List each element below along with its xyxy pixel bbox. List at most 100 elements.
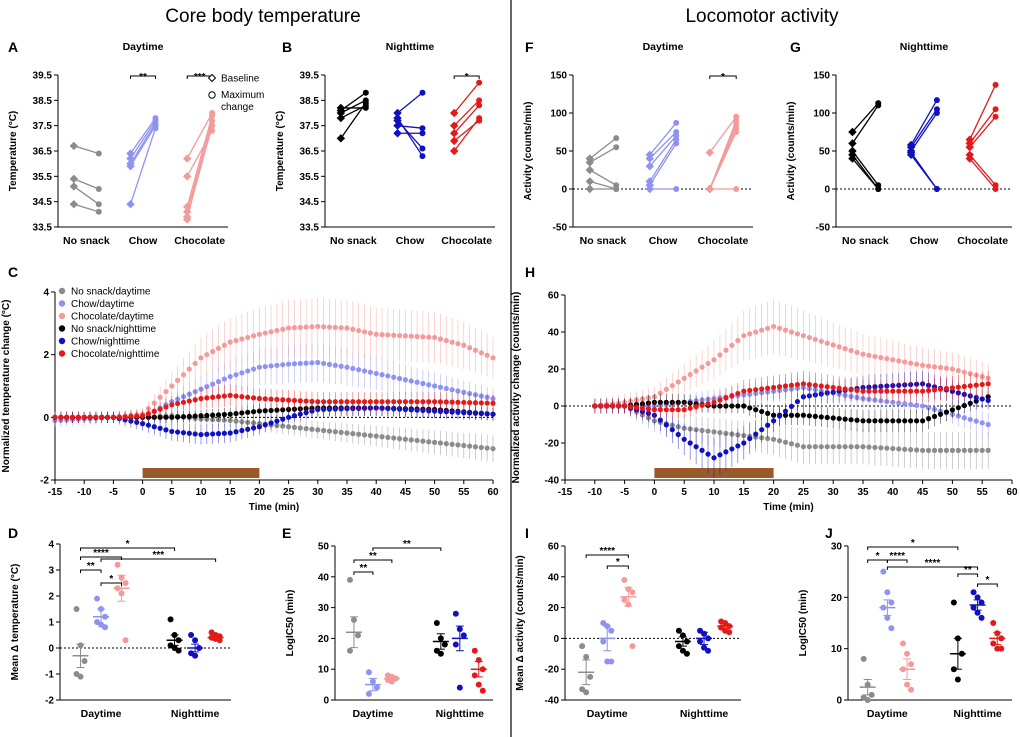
legend-label-C: Chocolate/nighttime xyxy=(71,349,160,360)
data-point xyxy=(157,414,163,420)
data-point xyxy=(286,414,292,420)
baseline-point xyxy=(585,177,595,186)
y-tick-label-D: -1 xyxy=(45,670,54,681)
data-point xyxy=(233,393,239,399)
y-tick-label-B: 36.5 xyxy=(300,147,320,158)
data-point xyxy=(902,446,908,452)
data-point xyxy=(443,337,449,344)
group-I xyxy=(674,627,691,657)
group-D xyxy=(166,616,183,654)
sig-label-A: ** xyxy=(139,72,147,83)
data-point xyxy=(717,397,723,403)
group-E xyxy=(451,610,468,691)
data-point xyxy=(788,403,795,409)
x-tick-label-H: 40 xyxy=(887,487,899,498)
data-point xyxy=(818,414,824,420)
data-point xyxy=(274,418,280,424)
group-J xyxy=(989,620,1006,652)
data-point xyxy=(373,433,379,439)
data-point xyxy=(842,416,848,422)
y-axis-label-D: Mean Δ temperature (°C) xyxy=(10,564,21,681)
x-category-label-E: Daytime xyxy=(352,708,393,720)
data-point xyxy=(192,397,198,403)
data-point xyxy=(291,325,298,331)
sig-label-D: * xyxy=(109,574,113,585)
x-tick-label-H: 60 xyxy=(1006,487,1018,498)
data-point xyxy=(221,430,227,436)
y-tick-label-E: 40 xyxy=(318,572,330,583)
data-point xyxy=(52,414,58,420)
data-point xyxy=(350,399,356,405)
data-point xyxy=(683,650,690,657)
max-change-point xyxy=(875,186,882,192)
series-group-F xyxy=(645,119,680,194)
sig-label-J: * xyxy=(911,538,915,549)
data-point xyxy=(204,384,210,390)
series-group-B xyxy=(393,89,426,160)
data-point xyxy=(122,637,129,644)
max-change-point xyxy=(673,140,680,147)
data-point xyxy=(402,377,408,383)
baseline-point xyxy=(449,108,459,118)
data-point xyxy=(291,361,298,367)
data-point xyxy=(675,627,682,634)
data-point xyxy=(824,340,830,346)
data-point xyxy=(479,687,486,694)
y-tick-label-A: 35.5 xyxy=(33,172,53,183)
data-point xyxy=(884,614,891,621)
max-change-point xyxy=(95,201,102,208)
data-point xyxy=(186,366,192,372)
data-point xyxy=(729,446,735,452)
data-point xyxy=(478,410,484,417)
data-point xyxy=(669,383,675,389)
data-point xyxy=(420,399,426,405)
x-tick-label-H: 15 xyxy=(738,487,750,498)
data-point xyxy=(776,438,783,444)
data-point xyxy=(490,400,496,406)
pair-line xyxy=(969,84,997,140)
pair-line xyxy=(129,120,157,159)
pair-line xyxy=(453,82,480,114)
data-point xyxy=(256,408,262,414)
data-point xyxy=(888,625,895,632)
data-point xyxy=(860,655,867,662)
data-point xyxy=(776,325,783,331)
y-tick-label-H: 60 xyxy=(548,291,560,302)
data-point xyxy=(69,414,76,420)
data-point xyxy=(657,390,663,396)
x-tick-label-H: 30 xyxy=(828,487,840,498)
y-tick-label-A: 33.5 xyxy=(33,223,53,234)
data-point xyxy=(367,399,373,405)
sig-bracket-I xyxy=(585,554,629,558)
y-tick-label-D: 3 xyxy=(48,566,54,577)
data-point xyxy=(221,393,227,399)
data-point xyxy=(452,610,459,617)
data-point xyxy=(145,410,152,417)
panel-letter-H: H xyxy=(525,264,535,280)
y-axis-label-F: Activity (counts/min) xyxy=(523,102,534,201)
pair-line xyxy=(851,158,879,190)
data-point xyxy=(587,673,594,680)
data-point xyxy=(461,342,467,348)
data-point xyxy=(291,424,298,430)
panel-letter-D: D xyxy=(8,525,18,541)
pair-line xyxy=(910,112,938,152)
data-point xyxy=(432,399,438,405)
x-tick-label-C: 55 xyxy=(458,487,470,498)
sig-bracket-D xyxy=(100,558,217,562)
data-point xyxy=(104,414,111,420)
data-point xyxy=(747,387,753,394)
x-category-label-B: Chow xyxy=(396,235,425,247)
data-point xyxy=(961,383,967,390)
data-point xyxy=(610,403,616,409)
data-point xyxy=(356,399,362,405)
data-point xyxy=(385,332,391,338)
data-point xyxy=(937,447,944,453)
x-category-label-A: No snack xyxy=(63,235,110,247)
data-point xyxy=(215,412,222,418)
pair-line xyxy=(589,137,617,160)
data-point xyxy=(262,363,268,370)
data-point xyxy=(303,360,309,366)
data-point xyxy=(896,446,902,452)
data-point xyxy=(759,386,765,392)
